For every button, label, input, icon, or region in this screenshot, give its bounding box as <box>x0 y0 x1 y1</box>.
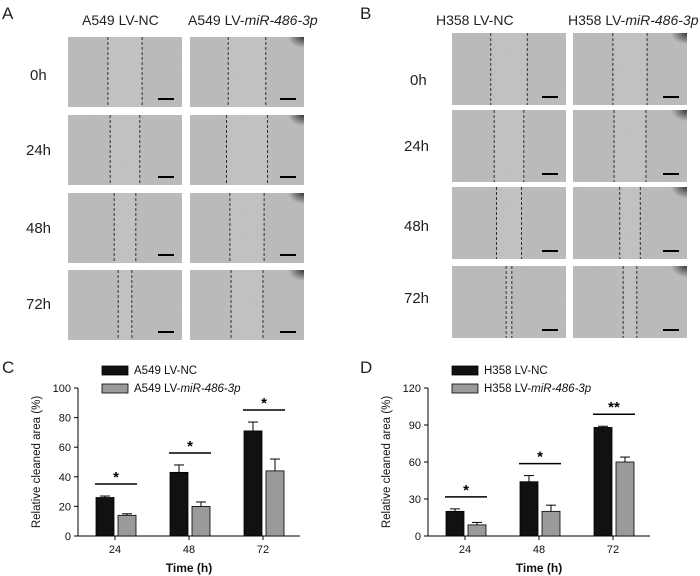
panel-c-x-tick-label: 48 <box>183 544 195 556</box>
panel-b-micrograph-tile <box>573 187 687 259</box>
panel-c-y-axis-label: Relative cleaned area (%) <box>31 396 43 528</box>
panel-b-micrograph-tile <box>452 266 566 338</box>
panel-d-x-tick-label: 24 <box>459 544 471 556</box>
panel-b-micrograph-tile <box>452 187 566 259</box>
panel-c-y-tick-label: 20 <box>59 501 71 513</box>
panel-d-legend-label: H358 LV-miR-486-3p <box>484 383 592 395</box>
panel-c-y-tick-label: 40 <box>59 472 71 484</box>
panel-b-micrograph-tile <box>573 110 687 182</box>
panel-c-bar <box>265 470 285 537</box>
panel-a-micrograph-tile <box>68 115 182 185</box>
panel-d-significance-mark: ** <box>608 399 620 416</box>
panel-c-x-axis-label: Time (h) <box>166 561 212 575</box>
panel-c-x-tick-label: 72 <box>257 544 269 556</box>
panel-d-significance-mark: * <box>537 449 543 466</box>
panel-c-significance-mark: * <box>187 438 193 455</box>
panel-c-y-tick-label: 80 <box>59 413 71 425</box>
panel-d-y-tick-label: 60 <box>409 457 421 469</box>
panel-a-micrograph-tile <box>190 193 304 263</box>
panel-c-legend-label: A549 LV-miR-486-3p <box>134 383 241 395</box>
panel-d-x-axis-label: Time (h) <box>516 561 562 575</box>
panel-c-significance-mark: * <box>113 469 119 486</box>
panel-b-row-label-48h: 48h <box>404 218 430 235</box>
panel-b-micrograph-tile <box>573 33 687 105</box>
panel-c-y-tick-label: 60 <box>59 442 71 454</box>
panel-d-legend-swatch <box>451 383 479 394</box>
panel-d-bar-chart: 0 30 60 90 120 Relative cleaned area (%) Time … <box>381 365 650 575</box>
panel-d-bar <box>519 481 539 537</box>
panel-a-micrograph-tile <box>68 270 182 340</box>
panel-d-y-tick-label: 30 <box>409 494 421 506</box>
panel-d-legend-swatch <box>451 365 479 376</box>
panel-b-micrograph-tile <box>573 266 687 338</box>
panel-c-bar <box>191 505 211 537</box>
panel-a-row-label-72h: 72h <box>26 296 52 313</box>
panel-b-row-label-0h: 0h <box>410 72 427 89</box>
panel-c-bar-chart: 0 20 40 60 80 100 Relative cleaned area (%) Tim… <box>31 365 300 575</box>
panel-d-y-tick-label: 120 <box>403 383 421 395</box>
panel-b-col-title-mir: H358 LV-miR-486-3p <box>568 12 699 28</box>
panel-d-y-tick-label: 90 <box>409 420 421 432</box>
panel-c-y-tick-label: 0 <box>65 531 71 543</box>
panel-d-bar <box>541 510 561 537</box>
panel-label-a: A <box>2 4 14 23</box>
panel-d-x-tick-label: 48 <box>533 544 545 556</box>
panel-d-y-axis-label: Relative cleaned area (%) <box>381 396 393 528</box>
panel-label-d: D <box>360 358 373 377</box>
panel-a-row-label-0h: 0h <box>30 67 47 84</box>
panel-d-y-tick-label: 0 <box>415 531 421 543</box>
panel-d-legend-label: H358 LV-NC <box>484 365 548 377</box>
panel-b-col-title-nc: H358 LV-NC <box>436 12 514 28</box>
panel-c-y-tick-label: 100 <box>53 383 71 395</box>
panel-label-b: B <box>360 4 372 23</box>
panel-b-row-label-72h: 72h <box>404 290 430 307</box>
panel-c-bar <box>169 471 189 537</box>
panel-c-bar <box>243 430 263 537</box>
panel-c-x-tick-label: 24 <box>109 544 121 556</box>
panel-b-micrograph-tile <box>452 110 566 182</box>
panel-c-bar <box>95 497 115 537</box>
panel-d-bar <box>593 427 613 537</box>
panel-a-micrograph-tile <box>190 37 304 107</box>
panel-c-legend-swatch <box>101 365 129 376</box>
panel-a-col-title-mir: A549 LV-miR-486-3p <box>188 12 318 28</box>
panel-b-row-label-24h: 24h <box>404 138 430 155</box>
panel-a-row-label-48h: 48h <box>26 220 52 237</box>
panel-d-x-tick-label: 72 <box>607 544 619 556</box>
panel-label-c: C <box>2 358 15 377</box>
panel-a-micrograph-tile <box>68 193 182 263</box>
panel-a-col-title-nc: A549 LV-NC <box>82 12 159 28</box>
panel-c-bar <box>117 514 137 537</box>
panel-c-legend-swatch <box>101 383 129 394</box>
panel-d-bar <box>467 524 487 537</box>
panel-c-significance-mark: * <box>261 395 267 412</box>
panel-a-micrograph-tile <box>68 37 182 107</box>
panel-a-micrograph-tile <box>190 115 304 185</box>
panel-a-micrograph-tile <box>190 270 304 340</box>
panel-d-significance-mark: * <box>463 482 469 499</box>
panel-c-legend-label: A549 LV-NC <box>134 365 197 377</box>
panel-a-row-label-24h: 24h <box>26 142 52 159</box>
panel-d-bar <box>445 510 465 537</box>
panel-b-micrograph-tile <box>452 33 566 105</box>
panel-d-bar <box>615 461 635 537</box>
